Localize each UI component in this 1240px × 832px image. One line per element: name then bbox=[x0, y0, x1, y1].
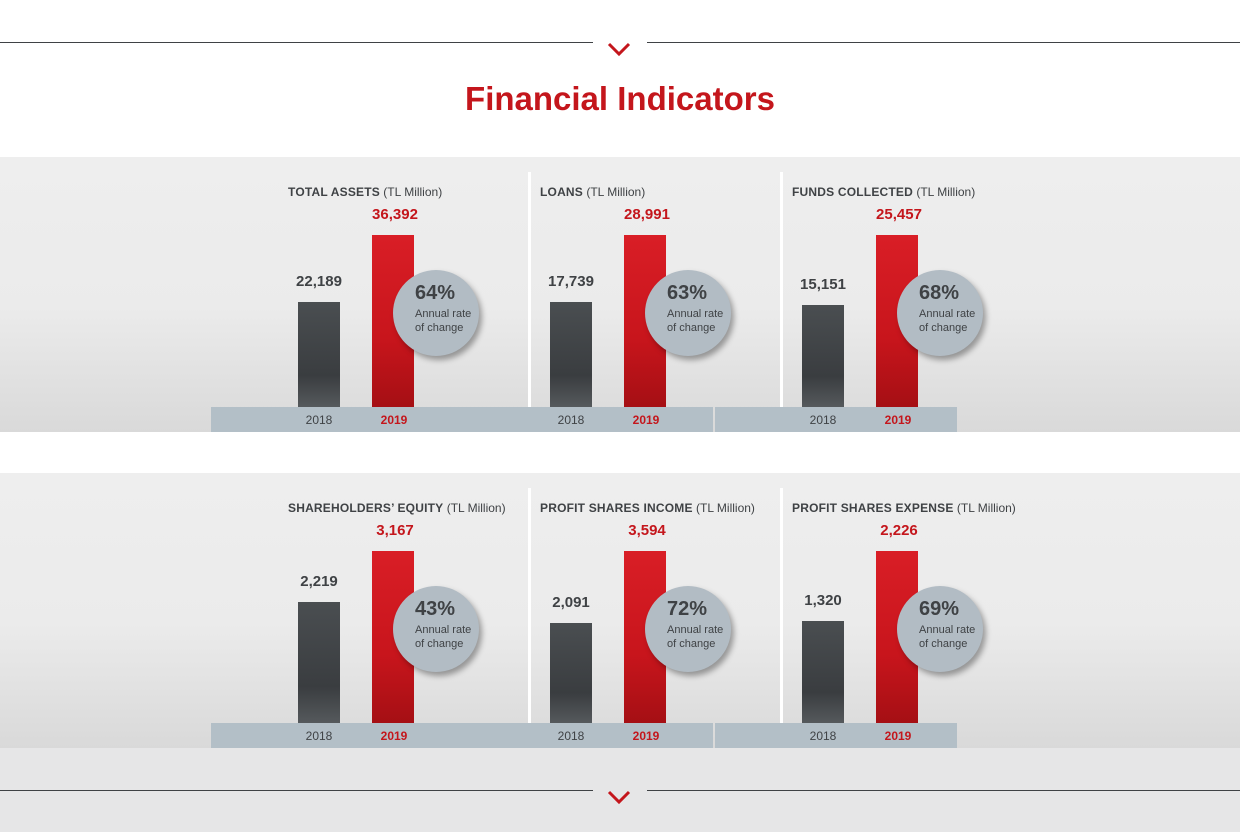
bar-2018 bbox=[550, 302, 592, 407]
change-percent: 64% bbox=[415, 282, 456, 304]
tick-label-2019: 2019 bbox=[884, 413, 912, 427]
change-percent: 72% bbox=[667, 598, 708, 620]
chart-title-unit: (TL Million) bbox=[443, 501, 506, 515]
data-label-2018: 15,151 bbox=[800, 276, 846, 293]
data-label-2019: 3,594 bbox=[628, 522, 666, 539]
chart-panel: LOANS (TL Million) 17,739 2018 28,991 2019 63… bbox=[463, 172, 731, 432]
change-label: Annual rate of change bbox=[919, 624, 976, 650]
tick-label-2018: 2018 bbox=[305, 729, 333, 743]
chart-baseline bbox=[715, 407, 957, 432]
chart-title-metric: PROFIT SHARES INCOME bbox=[540, 501, 693, 515]
chart-title: TOTAL ASSETS (TL Million) bbox=[288, 185, 442, 199]
chart-panel: TOTAL ASSETS (TL Million) 22,189 2018 36,39… bbox=[211, 172, 529, 432]
data-label-2018: 1,320 bbox=[804, 592, 842, 609]
data-label-2019: 2,226 bbox=[880, 522, 918, 539]
bar-2018 bbox=[298, 302, 340, 407]
change-badge: 64% Annual rate of change bbox=[393, 270, 479, 356]
tick-label-2018: 2018 bbox=[305, 413, 333, 427]
chevron-down-icon[interactable] bbox=[606, 789, 632, 805]
bottom-divider-right bbox=[647, 790, 1240, 791]
data-label-2019: 3,167 bbox=[376, 522, 414, 539]
chart-panel: PROFIT SHARES INCOME (TL Million) 2,091 20… bbox=[463, 488, 755, 748]
chart-panel: FUNDS COLLECTED (TL Million) 15,151 2018 25… bbox=[715, 172, 983, 432]
data-label-2019: 25,457 bbox=[876, 206, 922, 223]
change-percent: 63% bbox=[667, 282, 708, 304]
data-label-2019: 28,991 bbox=[624, 206, 670, 223]
tick-label-2019: 2019 bbox=[632, 413, 660, 427]
chart-title: SHAREHOLDERS’ EQUITY (TL Million) bbox=[288, 501, 506, 515]
top-chart-band bbox=[0, 157, 1240, 432]
chart-title-unit: (TL Million) bbox=[953, 501, 1016, 515]
chart-title: PROFIT SHARES EXPENSE (TL Million) bbox=[792, 501, 1016, 515]
chart-title: LOANS (TL Million) bbox=[540, 185, 645, 199]
chart-title-metric: LOANS bbox=[540, 185, 583, 199]
data-label-2018: 2,091 bbox=[552, 594, 590, 611]
chart-title: FUNDS COLLECTED (TL Million) bbox=[792, 185, 975, 199]
tick-label-2018: 2018 bbox=[557, 413, 585, 427]
tick-label-2019: 2019 bbox=[884, 729, 912, 743]
chart-title-metric: PROFIT SHARES EXPENSE bbox=[792, 501, 954, 515]
bar-2018 bbox=[802, 621, 844, 723]
change-badge: 69% Annual rate of change bbox=[897, 586, 983, 672]
change-badge: 72% Annual rate of change bbox=[645, 586, 731, 672]
chart-title-unit: (TL Million) bbox=[692, 501, 755, 515]
page-title: Financial Indicators bbox=[465, 80, 775, 117]
chart-panel: PROFIT SHARES EXPENSE (TL Million) 1,320 2… bbox=[715, 488, 1016, 748]
change-label: Annual rate of change bbox=[919, 308, 976, 334]
chart-baseline bbox=[463, 723, 713, 748]
data-label-2018: 17,739 bbox=[548, 273, 594, 290]
data-label-2018: 22,189 bbox=[296, 273, 342, 290]
change-percent: 69% bbox=[919, 598, 960, 620]
change-percent: 43% bbox=[415, 598, 456, 620]
change-label: Annual rate of change bbox=[415, 308, 472, 334]
change-label: Annual rate of change bbox=[667, 308, 724, 334]
chart-title-unit: (TL Million) bbox=[583, 185, 646, 199]
change-badge: 63% Annual rate of change bbox=[645, 270, 731, 356]
bar-2018 bbox=[802, 305, 844, 407]
bottom-divider-left bbox=[0, 790, 593, 791]
change-percent: 68% bbox=[919, 282, 960, 304]
separator bbox=[528, 488, 531, 748]
tick-label-2018: 2018 bbox=[809, 729, 837, 743]
data-label-2019: 36,392 bbox=[372, 206, 418, 223]
separator bbox=[528, 172, 531, 432]
chart-title-metric: TOTAL ASSETS bbox=[288, 185, 380, 199]
bar-2018 bbox=[550, 623, 592, 723]
change-badge: 68% Annual rate of change bbox=[897, 270, 983, 356]
change-badge: 43% Annual rate of change bbox=[393, 586, 479, 672]
chart-title-metric: SHAREHOLDERS’ EQUITY bbox=[288, 501, 444, 515]
change-label: Annual rate of change bbox=[415, 624, 472, 650]
tick-label-2019: 2019 bbox=[380, 413, 408, 427]
tick-label-2019: 2019 bbox=[632, 729, 660, 743]
tick-label-2018: 2018 bbox=[557, 729, 585, 743]
tick-label-2019: 2019 bbox=[380, 729, 408, 743]
bar-2018 bbox=[298, 602, 340, 723]
chart-title-metric: FUNDS COLLECTED bbox=[792, 185, 913, 199]
chart-baseline bbox=[463, 407, 713, 432]
tick-label-2018: 2018 bbox=[809, 413, 837, 427]
chart-panel: SHAREHOLDERS’ EQUITY (TL Million) 2,219 20… bbox=[211, 488, 529, 748]
chart-title-unit: (TL Million) bbox=[913, 185, 976, 199]
bottom-chart-band bbox=[0, 473, 1240, 748]
chart-title: PROFIT SHARES INCOME (TL Million) bbox=[540, 501, 755, 515]
top-divider-left bbox=[0, 42, 593, 43]
separator bbox=[780, 172, 783, 432]
data-label-2018: 2,219 bbox=[300, 573, 338, 590]
change-label: Annual rate of change bbox=[667, 624, 724, 650]
chart-title-unit: (TL Million) bbox=[379, 185, 443, 199]
top-divider-right bbox=[647, 42, 1240, 43]
separator bbox=[780, 488, 783, 748]
chevron-down-icon[interactable] bbox=[606, 41, 632, 57]
chart-baseline bbox=[715, 723, 957, 748]
